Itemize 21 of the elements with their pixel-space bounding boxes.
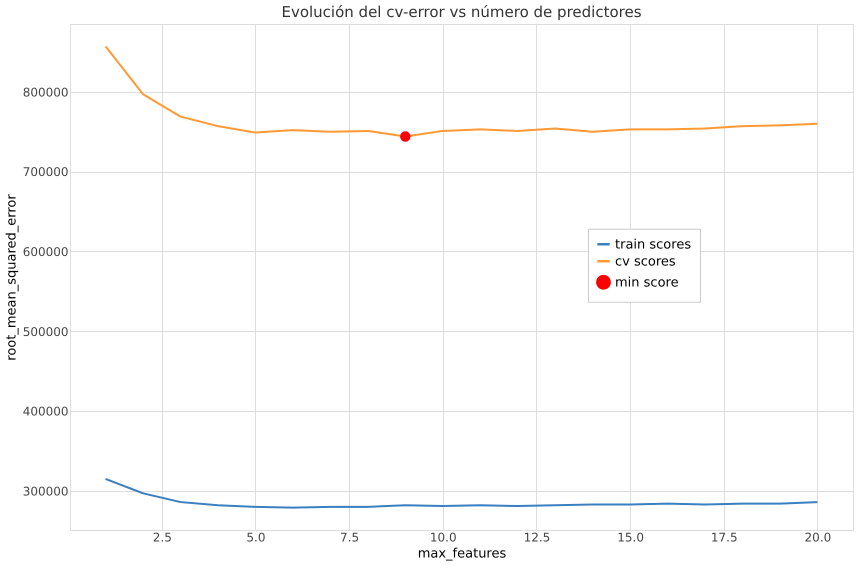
legend-label: train scores: [615, 237, 692, 252]
x-tick-label: 2.5: [152, 530, 172, 544]
x-tick-label: 5.0: [246, 530, 266, 544]
y-tick-label: 500000: [22, 324, 68, 339]
y-axis-title: root_mean_squared_error: [4, 194, 20, 361]
y-tick-label: 400000: [22, 404, 68, 419]
x-tick-label: 10.0: [430, 530, 457, 544]
x-tick-label: 17.5: [710, 530, 738, 544]
x-tick-label: 15.0: [617, 530, 644, 544]
line-series: [104, 478, 818, 509]
x-tick-label: 20.0: [804, 530, 832, 544]
x-tick-label: 7.5: [340, 530, 360, 544]
legend-label: min score: [615, 275, 679, 290]
x-tick-label: 12.5: [524, 530, 550, 544]
y-tick-label: 300000: [22, 484, 68, 498]
y-tick-label: 700000: [22, 165, 68, 180]
y-tick-label: 600000: [22, 244, 68, 259]
x-axis-title: max_features: [418, 546, 506, 562]
legend-label: cv scores: [615, 254, 676, 270]
y-tick-label: 800000: [22, 85, 68, 100]
chart-title: Evolución del cv-error vs número de predictores: [281, 3, 642, 21]
